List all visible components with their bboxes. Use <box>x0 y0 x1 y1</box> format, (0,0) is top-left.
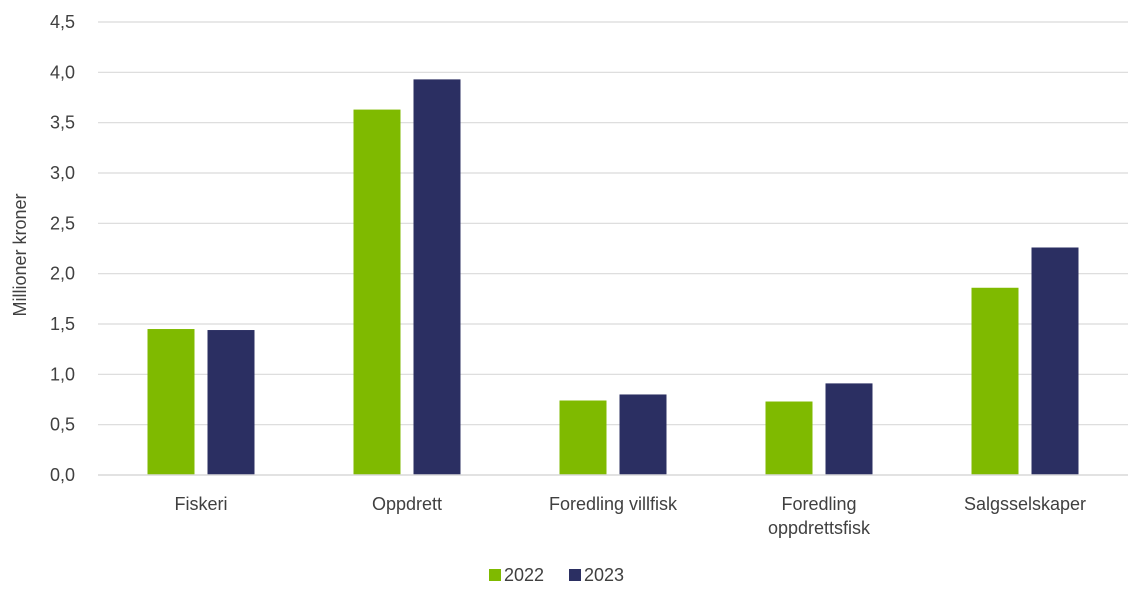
legend: 2022 2023 <box>489 565 624 585</box>
bar-2022 <box>971 287 1019 475</box>
bar-2023 <box>619 394 667 475</box>
x-axis-labels: Fiskeri Oppdrett Foredling villfisk Foredli… <box>175 494 1087 538</box>
legend-swatch-2023 <box>569 569 581 581</box>
y-tick-label: 2,0 <box>50 264 75 284</box>
gridlines <box>98 21 1128 426</box>
x-category-label: Foredling <box>781 494 856 514</box>
bar-2022 <box>353 109 401 475</box>
y-tick-label: 1,5 <box>50 314 75 334</box>
x-category-label: oppdrettsfisk <box>768 518 871 538</box>
bar-2023 <box>413 79 461 475</box>
x-category-label: Foredling villfisk <box>549 494 678 514</box>
y-tick-label: 3,0 <box>50 163 75 183</box>
legend-label: 2022 <box>504 565 544 585</box>
legend-swatch-2022 <box>489 569 501 581</box>
y-tick-label: 0,5 <box>50 415 75 435</box>
y-tick-label: 1,0 <box>50 364 75 384</box>
bar-2022 <box>559 400 607 475</box>
y-tick-label: 4,5 <box>50 12 75 32</box>
y-tick-label: 2,5 <box>50 213 75 233</box>
y-axis-title: Millioner kroner <box>10 193 30 316</box>
y-tick-label: 0,0 <box>50 465 75 485</box>
x-category-label: Salgsselskaper <box>964 494 1086 514</box>
x-category-label: Oppdrett <box>372 494 442 514</box>
bars <box>147 79 1079 475</box>
bar-2023 <box>1031 247 1079 475</box>
bar-2023 <box>207 330 255 475</box>
bar-2022 <box>765 401 813 475</box>
y-tick-label: 4,0 <box>50 62 75 82</box>
legend-label: 2023 <box>584 565 624 585</box>
y-axis-ticks: 0,0 0,5 1,0 1,5 2,0 2,5 3,0 3,5 4,0 4,5 <box>50 12 75 485</box>
y-tick-label: 3,5 <box>50 113 75 133</box>
bar-2023 <box>825 383 873 475</box>
x-category-label: Fiskeri <box>175 494 228 514</box>
bar-2022 <box>147 329 195 475</box>
